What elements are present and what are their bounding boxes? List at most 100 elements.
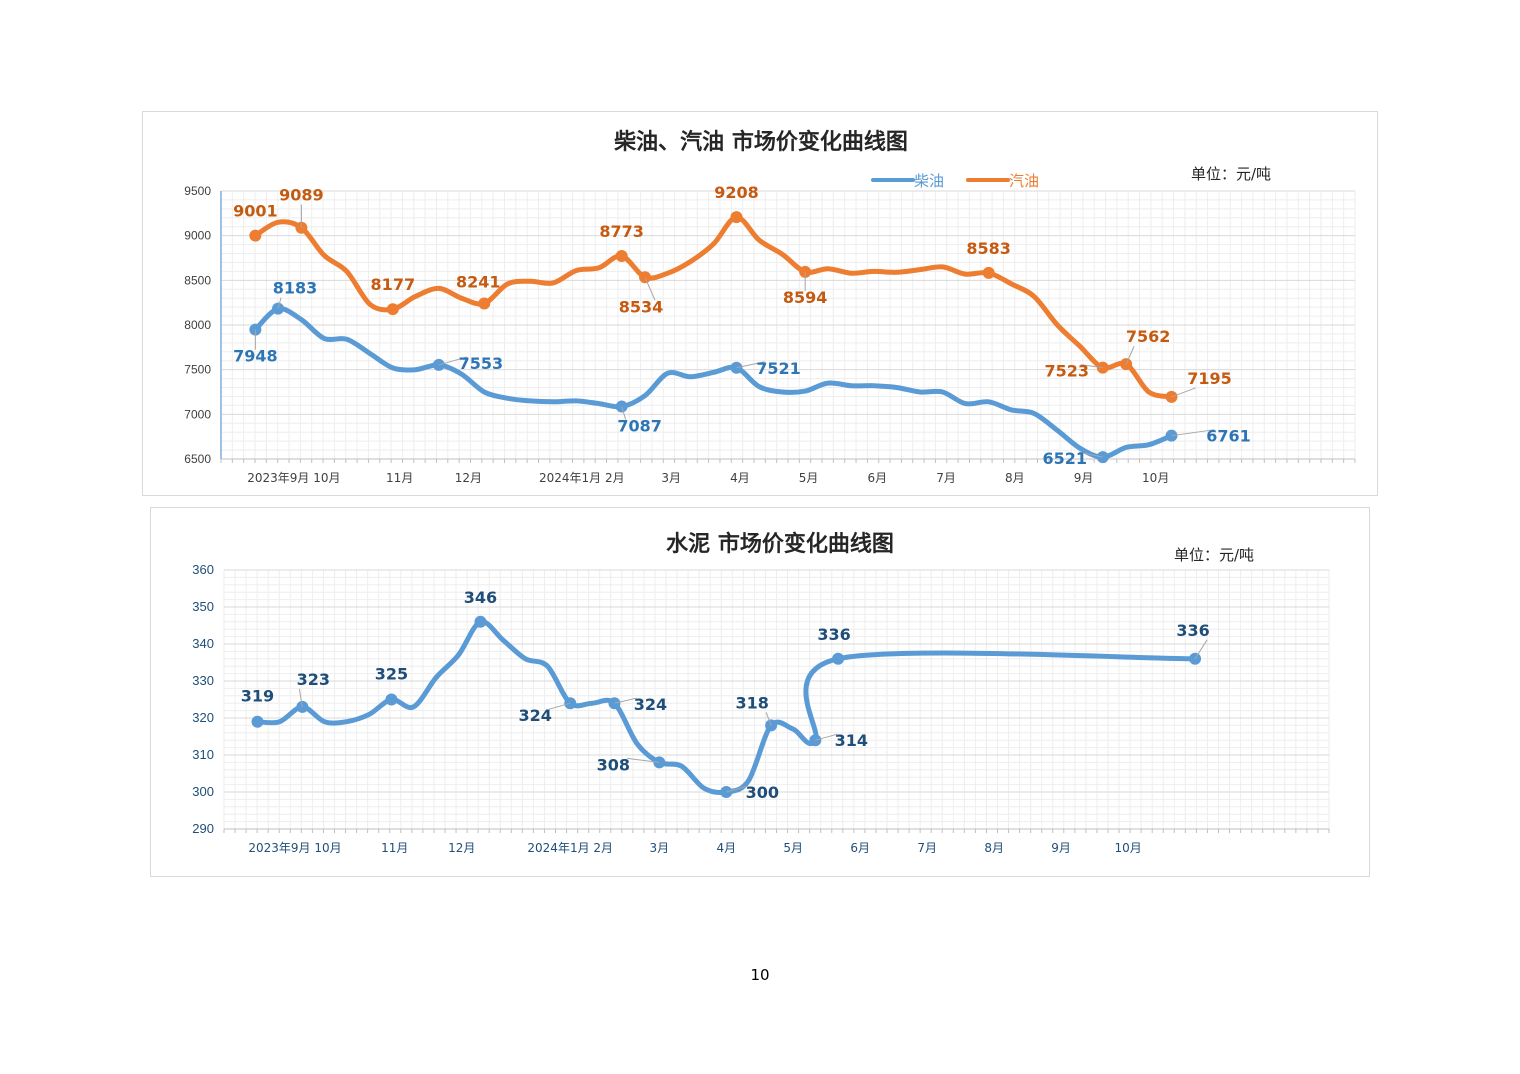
leader-line bbox=[614, 697, 637, 704]
y-tick-label: 8500 bbox=[184, 273, 211, 287]
data-label: 8177 bbox=[371, 275, 416, 294]
data-point bbox=[832, 652, 845, 665]
x-tick-label: 2023年9月 10月 bbox=[247, 471, 340, 485]
data-label: 7087 bbox=[617, 417, 662, 436]
unit-label: 单位：元/吨 bbox=[1191, 165, 1271, 183]
x-tick-label: 2024年1月 2月 bbox=[539, 471, 625, 485]
legend: 柴油 汽油 bbox=[871, 172, 1039, 190]
data-point bbox=[386, 303, 399, 316]
data-point bbox=[1096, 361, 1109, 374]
leader-line bbox=[549, 702, 571, 710]
x-tick-label: 12月 bbox=[448, 841, 475, 855]
data-label: 324 bbox=[519, 706, 552, 725]
leader-line bbox=[1171, 429, 1215, 437]
x-tick-label: 4月 bbox=[716, 841, 736, 855]
data-label: 9089 bbox=[279, 186, 324, 205]
data-point bbox=[982, 266, 995, 279]
leader-line bbox=[438, 356, 468, 366]
data-point bbox=[809, 734, 822, 747]
data-label: 336 bbox=[1176, 621, 1209, 640]
y-tick-label: 360 bbox=[192, 562, 214, 577]
x-tick-label: 3月 bbox=[661, 471, 681, 485]
data-label: 7553 bbox=[459, 354, 504, 373]
data-label: 6521 bbox=[1043, 449, 1088, 468]
x-tick-label: 9月 bbox=[1074, 471, 1094, 485]
page-number: 10 bbox=[750, 966, 770, 984]
x-tick-label: 5月 bbox=[783, 841, 803, 855]
grid-lines bbox=[220, 190, 1356, 463]
x-tick-label: 6月 bbox=[850, 841, 870, 855]
fuel-price-chart-svg: 6500 7000 7500 8000 8500 9000 9500 2023年9月 10月 1… bbox=[184, 129, 1356, 485]
y-tick-label: 9500 bbox=[184, 184, 211, 198]
y-tick-label: 350 bbox=[192, 599, 214, 614]
data-point bbox=[251, 715, 264, 728]
data-label: 7948 bbox=[233, 347, 278, 366]
data-label: 308 bbox=[597, 755, 630, 774]
data-label: 7521 bbox=[756, 359, 801, 378]
data-label: 8241 bbox=[456, 272, 501, 291]
x-tick-label: 12月 bbox=[455, 471, 482, 485]
leader-line bbox=[627, 757, 660, 763]
y-tick-label: 6500 bbox=[184, 452, 211, 466]
leader-line bbox=[644, 277, 656, 301]
unit-label: 单位：元/吨 bbox=[1174, 546, 1254, 564]
legend-label: 汽油 bbox=[1009, 172, 1039, 190]
y-tick-label: 290 bbox=[192, 821, 214, 836]
x-tick-label: 2024年1月 2月 bbox=[527, 841, 613, 855]
x-tick-label: 4月 bbox=[730, 471, 750, 485]
leader-line bbox=[1171, 387, 1196, 398]
data-label: 8583 bbox=[966, 239, 1011, 258]
leader-line bbox=[621, 406, 627, 420]
data-point bbox=[474, 615, 487, 628]
x-tick-label: 3月 bbox=[649, 841, 669, 855]
x-tick-label: 5月 bbox=[799, 471, 819, 485]
data-label: 8534 bbox=[619, 297, 664, 316]
y-tick-label: 8000 bbox=[184, 318, 211, 332]
fuel-price-chart: 6500 7000 7500 8000 8500 9000 9500 2023年9月 10月 1… bbox=[142, 111, 1378, 496]
data-label: 7195 bbox=[1187, 369, 1232, 388]
leader-line bbox=[815, 733, 838, 741]
cement-price-chart-svg: 290 300 310 320 330 340 350 360 2023年9月 10月 11月 12… bbox=[192, 531, 1330, 855]
data-label: 9001 bbox=[233, 202, 278, 221]
chart-title: 水泥 市场价变化曲线图 bbox=[666, 531, 894, 557]
data-point bbox=[615, 249, 628, 262]
leader-line bbox=[298, 688, 303, 707]
data-point bbox=[249, 229, 262, 242]
data-point bbox=[730, 211, 743, 224]
x-tick-label: 6月 bbox=[868, 471, 888, 485]
x-tick-label: 11月 bbox=[381, 841, 408, 855]
leader-line bbox=[726, 785, 749, 793]
data-point bbox=[1096, 451, 1109, 464]
x-tick-label: 10月 bbox=[1142, 471, 1169, 485]
y-tick-label: 300 bbox=[192, 784, 214, 799]
legend-label: 柴油 bbox=[914, 172, 944, 190]
x-tick-label: 8月 bbox=[984, 841, 1004, 855]
data-label: 7562 bbox=[1126, 327, 1171, 346]
y-tick-label: 310 bbox=[192, 747, 214, 762]
data-label: 314 bbox=[835, 731, 868, 750]
data-label: 6761 bbox=[1206, 427, 1251, 446]
y-tick-label: 7000 bbox=[184, 407, 211, 421]
chart-title: 柴油、汽油 市场价变化曲线图 bbox=[613, 129, 908, 155]
data-label: 7523 bbox=[1045, 362, 1090, 381]
x-tick-label: 7月 bbox=[917, 841, 937, 855]
cement-price-chart: 290 300 310 320 330 340 350 360 2023年9月 10月 11月 12… bbox=[150, 507, 1370, 877]
data-point bbox=[765, 719, 778, 732]
x-tick-label: 7月 bbox=[936, 471, 956, 485]
leader-line bbox=[765, 712, 772, 726]
x-tick-label: 2023年9月 10月 bbox=[248, 841, 341, 855]
data-point bbox=[249, 323, 262, 336]
x-tick-label: 9月 bbox=[1051, 841, 1071, 855]
data-label: 8183 bbox=[273, 279, 318, 298]
series-line-1 bbox=[252, 306, 1174, 460]
data-label: 324 bbox=[634, 695, 667, 714]
y-tick-label: 9000 bbox=[184, 229, 211, 243]
data-label: 323 bbox=[297, 670, 330, 689]
data-label: 346 bbox=[464, 588, 497, 607]
leader-line bbox=[277, 297, 282, 309]
data-label: 8594 bbox=[783, 288, 828, 307]
data-point bbox=[653, 756, 666, 769]
data-label: 336 bbox=[817, 625, 850, 644]
y-tick-label: 340 bbox=[192, 636, 214, 651]
data-label: 319 bbox=[241, 687, 274, 706]
